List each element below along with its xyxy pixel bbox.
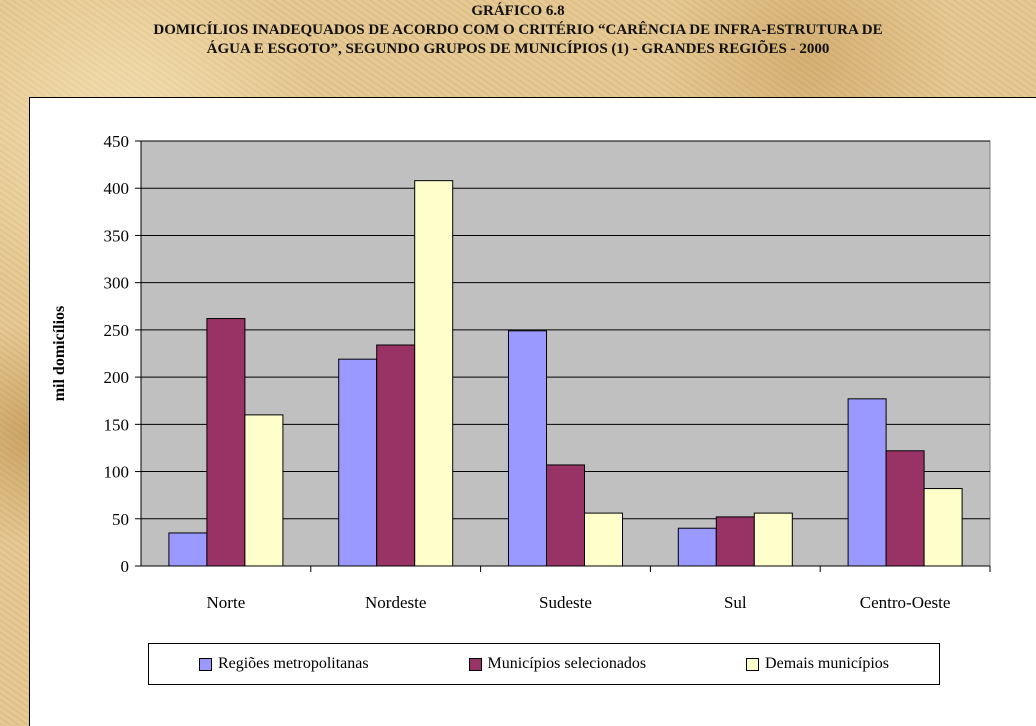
- bar-centro-oeste-series-1: [885, 450, 925, 567]
- bar-sudeste-series-0: [508, 330, 547, 567]
- legend-item-metropolitanas: Regiões metropolitanas: [198, 655, 369, 673]
- bar-sul-series-0: [677, 527, 717, 567]
- y-tick-label: 250: [104, 321, 130, 340]
- bar-norte-series-1: [206, 318, 246, 567]
- bar-sul-series-2: [753, 512, 793, 567]
- legend-swatch-selecionados: [468, 657, 482, 671]
- chart-title-line-1: DOMICÍLIOS INADEQUADOS DE ACORDO COM O C…: [153, 22, 883, 38]
- x-tick-label: Sul: [724, 593, 747, 612]
- y-tick-label: 350: [104, 226, 130, 245]
- x-tick-label: Nordeste: [365, 593, 426, 612]
- x-tick-label: Sudeste: [539, 593, 592, 612]
- y-tick-label: 200: [104, 368, 130, 387]
- y-tick-label: 0: [121, 557, 130, 576]
- y-tick-label: 300: [104, 274, 130, 293]
- y-tick-label: 50: [112, 510, 129, 529]
- legend-label-metropolitanas: Regiões metropolitanas: [217, 655, 369, 672]
- y-tick-label: 100: [104, 463, 130, 482]
- bar-sudeste-series-2: [584, 512, 623, 567]
- legend-label-selecionados: Municípios selecionados: [487, 655, 647, 672]
- bar-norte-series-0: [168, 532, 208, 567]
- legend-swatch-demais: [746, 657, 760, 671]
- y-tick-label: 450: [104, 132, 130, 151]
- chart-header: GRÁFICO 6.8 DOMICÍLIOS INADEQUADOS DE AC…: [0, 2, 1036, 59]
- legend-swatch-metropolitanas: [198, 657, 212, 671]
- chart-title-line-2: ÁGUA E ESGOTO”, SEGUNDO GRUPOS DE MUNICÍ…: [206, 41, 830, 57]
- bar-sudeste-series-1: [546, 464, 585, 567]
- chart-number: GRÁFICO 6.8: [471, 3, 565, 19]
- y-axis-label: mil domicílios: [51, 306, 68, 402]
- bar-centro-oeste-series-0: [847, 398, 887, 567]
- bar-nordeste-series-2: [414, 180, 454, 567]
- bar-nordeste-series-0: [338, 358, 378, 567]
- bar-norte-series-2: [244, 414, 284, 567]
- bar-nordeste-series-1: [376, 344, 416, 567]
- x-tick-label: Centro-Oeste: [860, 593, 951, 612]
- legend-item-demais: Demais municípios: [746, 655, 889, 673]
- bar-sul-series-1: [715, 516, 755, 567]
- chart-legend: Regiões metropolitanas Municípios seleci…: [148, 643, 940, 685]
- bar-centro-oeste-series-2: [923, 488, 963, 567]
- y-tick-label: 150: [104, 415, 130, 434]
- legend-item-selecionados: Municípios selecionados: [468, 655, 647, 673]
- legend-label-demais: Demais municípios: [765, 655, 890, 672]
- x-tick-label: Norte: [207, 593, 246, 612]
- y-tick-label: 400: [104, 179, 130, 198]
